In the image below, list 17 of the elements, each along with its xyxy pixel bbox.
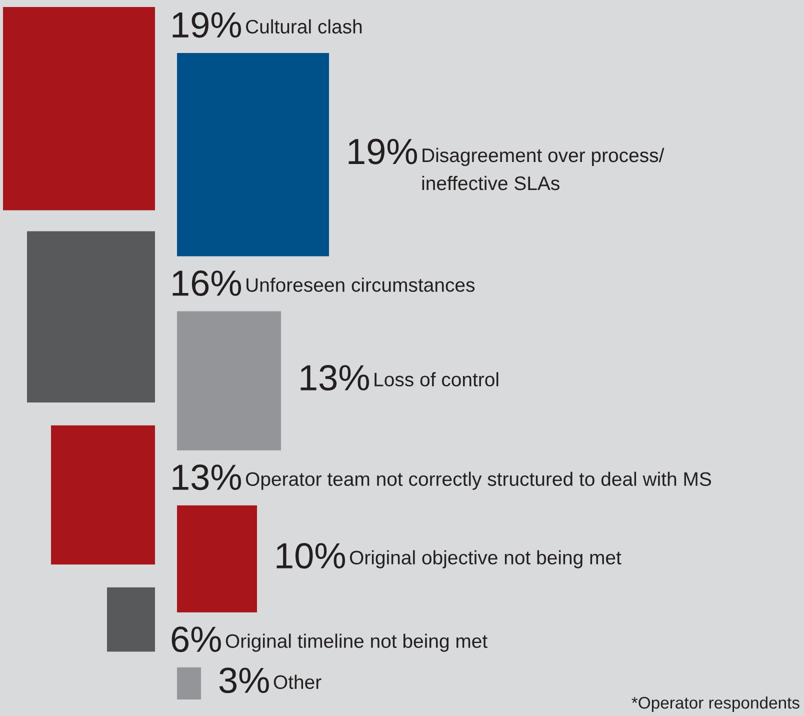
category-label: Cultural clash [246,19,362,34]
category-label: Original objective not being met [350,550,622,568]
category-label: Loss of control [374,372,498,386]
text: *Operator respondents [632,696,800,712]
category-label: Disagreement over process/ ineffective SLAs [422,148,664,190]
data-label: 16% [172,270,241,296]
data-label: 3% [219,668,269,694]
data-label: 6% [172,626,221,652]
data-label: 19% [348,138,417,164]
category-label: Unforeseen circumstances [246,278,475,292]
category-label: Operator team not correctly structured to deal with MS [246,472,712,490]
category-label: Other [274,674,322,690]
category-label: Original timeline not being met [226,634,488,652]
data-label: 19% [172,12,241,38]
data-label: 13% [300,364,369,391]
data-label: 10% [276,543,345,569]
data-label: 13% [172,464,241,490]
